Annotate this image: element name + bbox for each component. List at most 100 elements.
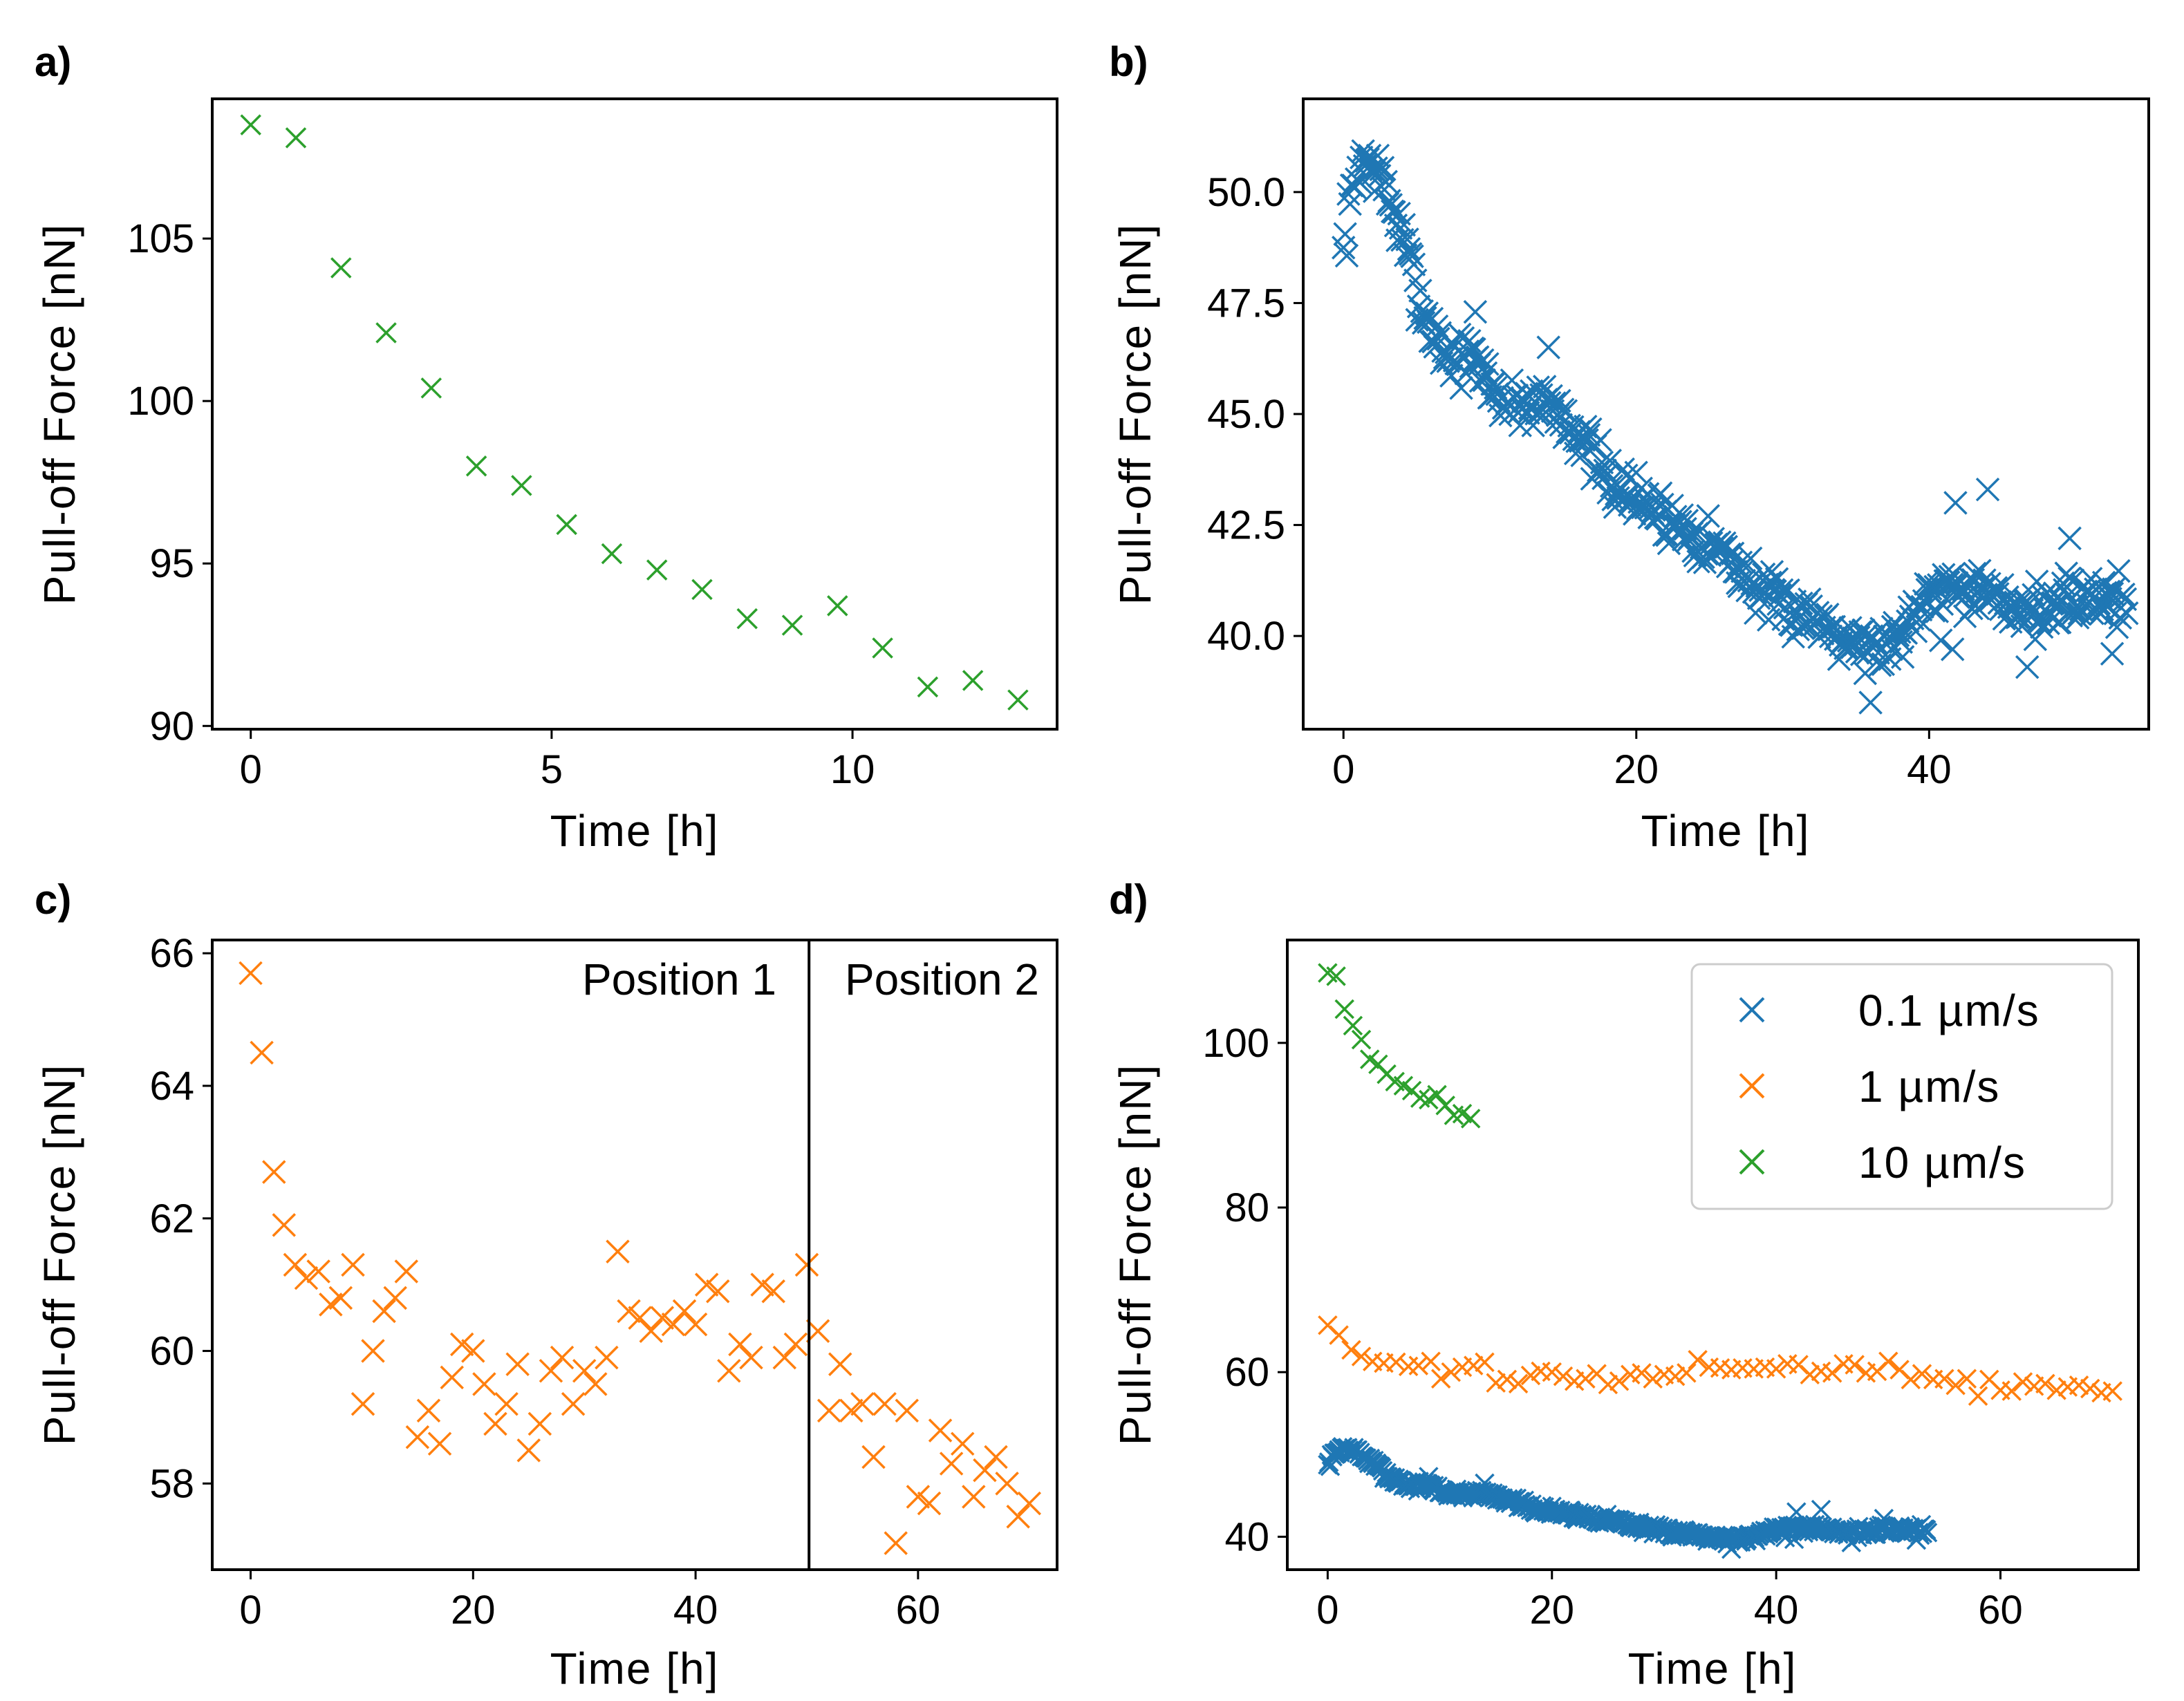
data-point-0-1-m-s [1708, 530, 1732, 554]
panel-d-xlabel: Time [h] [1628, 1644, 1798, 1693]
panel-a-yticks: 90 95 100 105 [127, 216, 212, 749]
data-point-0-1-m-s [1789, 591, 1813, 616]
panel-a-xticks: 0 5 10 [240, 729, 875, 792]
data-point-1-m-s [239, 961, 263, 986]
data-point-0-1-m-s [1538, 391, 1562, 415]
data-point-1-m-s [2046, 1380, 2066, 1400]
data-point-1-m-s [1421, 1351, 1441, 1371]
y-tick-label: 40 [1224, 1514, 1269, 1559]
data-point-10-m-s [375, 322, 397, 344]
data-point-1-m-s [828, 1352, 852, 1376]
data-point-1-m-s [1945, 1375, 1966, 1395]
data-point-10-m-s [646, 559, 668, 581]
data-point-10-m-s [962, 670, 984, 691]
data-point-0-1-m-s [1975, 477, 2000, 502]
data-point-0-1-m-s [1509, 397, 1534, 421]
data-point-0-1-m-s [1392, 212, 1416, 237]
data-point-1-m-s [1006, 1505, 1030, 1529]
data-point-1-m-s [1901, 1369, 1921, 1390]
data-point-0-1-m-s [1963, 561, 1987, 586]
data-point-1-m-s [1766, 1359, 1786, 1379]
data-point-1-m-s [917, 1491, 942, 1516]
data-point-1-m-s [449, 1332, 474, 1357]
data-point-0-1-m-s [2062, 599, 2087, 624]
data-point-1-m-s [1508, 1373, 1529, 1394]
panel-d-yticks: 40 60 80 100 [1202, 1021, 1287, 1559]
data-point-1-m-s [1576, 1369, 1596, 1389]
data-point-1-m-s [839, 1398, 864, 1423]
panel-d-legend: 0.1 µm/s 1 µm/s 10 µm/s [1690, 963, 2113, 1210]
data-point-1-m-s [717, 1359, 741, 1383]
data-point-1-m-s [1386, 1352, 1406, 1373]
data-point-1-m-s [962, 1485, 986, 1509]
data-point-1-m-s [794, 1252, 819, 1277]
panel-c-ylabel: Pull-off Force [nN] [35, 1064, 84, 1446]
data-point-1-m-s [2035, 1373, 2055, 1394]
data-point-1-m-s [539, 1359, 563, 1383]
data-point-1-m-s [561, 1392, 586, 1416]
x-tick-label: 60 [896, 1588, 941, 1633]
data-point-0-1-m-s [1930, 592, 1954, 617]
data-point-1-m-s [1520, 1365, 1541, 1386]
data-point-0-1-m-s [1465, 345, 1490, 369]
data-point-10-m-s [1351, 1029, 1372, 1050]
data-point-0-1-m-s [1553, 399, 1578, 423]
data-point-1-m-s [805, 1319, 830, 1344]
data-point-1-m-s [1553, 1366, 1574, 1387]
data-point-0-1-m-s [1588, 428, 1612, 452]
data-point-1-m-s [1351, 1346, 1372, 1366]
data-point-0-1-m-s [1395, 227, 1419, 252]
data-point-1-m-s [617, 1299, 641, 1324]
x-tick-label: 0 [239, 1588, 261, 1633]
data-point-0-1-m-s [1550, 397, 1575, 422]
data-point-1-m-s [872, 1392, 897, 1416]
panel-d-frame [1286, 939, 2140, 1571]
data-point-10-m-s [1334, 999, 1354, 1019]
data-point-1-m-s [2080, 1378, 2100, 1399]
data-point-0-1-m-s [1858, 690, 1883, 715]
data-point-10-m-s [601, 543, 623, 565]
data-point-10-m-s [556, 514, 577, 536]
data-point-1-m-s [2001, 1381, 2022, 1401]
data-point-1-m-s [761, 1279, 785, 1304]
data-point-1-m-s [650, 1306, 675, 1330]
panel-c-annotation-position-1: Position 1 [582, 955, 776, 1004]
data-point-1-m-s [505, 1352, 530, 1376]
data-point-1-m-s [306, 1259, 330, 1284]
x-tick-label: 5 [541, 747, 563, 792]
data-point-0-1-m-s [1917, 1523, 1938, 1543]
data-point-1-m-s [895, 1398, 920, 1423]
panel-c-yticks: 58 60 62 64 66 [149, 931, 212, 1506]
data-point-0-1-m-s [1614, 463, 1639, 488]
data-point-1-m-s [394, 1259, 418, 1284]
data-point-1-m-s [906, 1485, 931, 1509]
data-point-0-1-m-s [2108, 605, 2133, 630]
data-point-0-1-m-s [1890, 645, 1915, 669]
data-point-0-1-m-s [1841, 1532, 1862, 1552]
panel-b-ylabel: Pull-off Force [nN] [1110, 223, 1160, 605]
data-point-1-m-s [928, 1418, 953, 1442]
data-point-10-m-s [827, 595, 848, 617]
data-point-0-1-m-s [1696, 504, 1720, 528]
data-point-10-m-s [1007, 689, 1029, 711]
data-point-1-m-s [472, 1372, 496, 1396]
data-point-0-1-m-s [2066, 605, 2090, 630]
data-point-0-1-m-s [1333, 222, 1357, 246]
data-point-1-m-s [694, 1272, 719, 1297]
panel-a: a) 0 5 10 90 95 100 105 Time [h] Pull-off For… [35, 39, 1058, 856]
data-point-1-m-s [262, 1160, 286, 1184]
data-point-0-1-m-s [1473, 361, 1498, 386]
data-point-1-m-s [984, 1445, 1008, 1469]
data-point-0-1-m-s [1426, 326, 1450, 351]
data-point-10-m-s [1343, 1015, 1363, 1036]
x-tick-label: 40 [1754, 1588, 1799, 1633]
data-point-1-m-s [272, 1213, 297, 1237]
data-point-1-m-s [1463, 1355, 1484, 1375]
data-point-1-m-s [783, 1332, 808, 1357]
data-point-10-m-s [691, 579, 713, 601]
data-point-0-1-m-s [2100, 641, 2125, 666]
data-point-0-1-m-s [1940, 637, 1965, 661]
data-point-0-1-m-s [1874, 1508, 1894, 1529]
data-point-0-1-m-s [1463, 300, 1488, 324]
panel-d-marks [1318, 963, 2122, 1559]
